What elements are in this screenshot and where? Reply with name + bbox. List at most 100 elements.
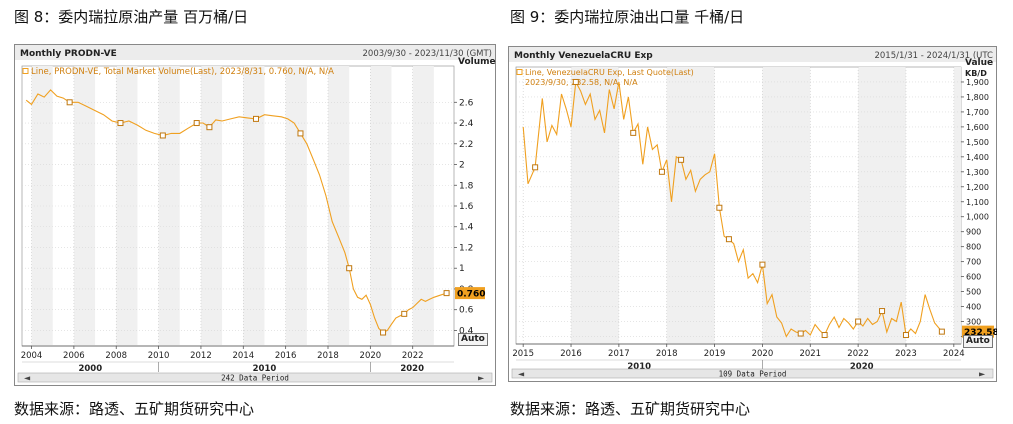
data-point-marker bbox=[380, 329, 387, 336]
data-point-marker bbox=[855, 318, 862, 325]
y-tick-label: 1,700 bbox=[966, 108, 989, 117]
year-band bbox=[412, 66, 434, 346]
chart-panel-production: Monthly PRODN-VE 2003/9/30 - 2023/11/30 (… bbox=[14, 44, 496, 386]
x-decade-label: 2020 bbox=[850, 362, 874, 372]
x-tick-label: 2020 bbox=[752, 349, 774, 359]
y-tick-label: 900 bbox=[966, 228, 981, 237]
y-tick-label: 2.4 bbox=[459, 119, 474, 129]
y-tick-label: 300 bbox=[966, 318, 981, 327]
data-point-marker bbox=[297, 130, 304, 137]
scroll-data-period-label: 242 Data Period bbox=[221, 374, 289, 383]
y-tick-label: 1,800 bbox=[966, 93, 989, 102]
year-band bbox=[953, 67, 961, 344]
x-tick-label: 2017 bbox=[608, 349, 630, 359]
year-band bbox=[666, 67, 715, 344]
auto-scale-button[interactable]: Auto bbox=[963, 335, 993, 348]
figure-8-caption: 图 8：委内瑞拉原油产量 百万桶/日 bbox=[14, 8, 249, 26]
last-value-box bbox=[455, 287, 485, 300]
figure-8-source: 数据来源：路透、五矿期货研究中心 bbox=[14, 400, 255, 418]
auto-scale-button[interactable]: Auto bbox=[458, 333, 488, 346]
y-axis-title: Value bbox=[965, 58, 993, 68]
y-tick-label: 2 bbox=[459, 161, 465, 171]
x-tick-label: 2008 bbox=[105, 351, 127, 361]
data-point-marker bbox=[902, 332, 909, 339]
x-decade-label: 2020 bbox=[400, 364, 424, 374]
figure-9-caption: 图 9：委内瑞拉原油出口量 千桶/日 bbox=[510, 8, 745, 26]
data-point-marker bbox=[938, 328, 945, 335]
x-tick-label: 2021 bbox=[799, 349, 821, 359]
y-tick-label: 1.6 bbox=[459, 202, 474, 212]
data-point-marker bbox=[117, 120, 124, 127]
series-line bbox=[522, 80, 943, 338]
x-tick-label: 2020 bbox=[360, 351, 382, 361]
y-tick-label: 1,300 bbox=[966, 168, 989, 177]
figure-9-source: 数据来源：路透、五矿期货研究中心 bbox=[510, 400, 751, 418]
x-tick-label: 2016 bbox=[275, 351, 297, 361]
scroll-left-arrow: ◄ bbox=[24, 374, 31, 383]
x-tick-label: 2019 bbox=[704, 349, 726, 359]
x-tick-label: 2010 bbox=[148, 351, 170, 361]
y-tick-label: 1,900 bbox=[966, 78, 989, 87]
year-band bbox=[571, 67, 619, 344]
data-point-marker bbox=[159, 132, 166, 139]
last-value-label: 0.760 bbox=[457, 290, 485, 300]
y-tick-label: 1,200 bbox=[966, 183, 989, 192]
x-tick-label: 2022 bbox=[402, 351, 424, 361]
y-tick-label: 2.2 bbox=[459, 140, 473, 150]
x-tick-label: 2014 bbox=[232, 351, 254, 361]
data-point-marker bbox=[821, 332, 828, 339]
x-tick-label: 2016 bbox=[560, 349, 582, 359]
scroll-left-arrow: ◄ bbox=[518, 370, 525, 379]
legend-entry: Line, VenezuelaCRU Exp, Last Quote(Last) bbox=[525, 68, 694, 77]
x-tick-label: 2024 bbox=[943, 349, 965, 359]
x-tick-label: 2015 bbox=[512, 349, 534, 359]
y-tick-label: 400 bbox=[966, 303, 981, 312]
y-tick-label: 1,600 bbox=[966, 123, 989, 132]
y-tick-label: 1,100 bbox=[966, 198, 989, 207]
y-tick-label: 1,000 bbox=[966, 213, 989, 222]
production-chart: Monthly PRODN-VE 2003/9/30 - 2023/11/30 (… bbox=[14, 44, 496, 386]
data-point-marker bbox=[658, 168, 665, 175]
year-band bbox=[116, 66, 138, 346]
y-tick-label: 700 bbox=[966, 258, 981, 267]
data-point-marker bbox=[630, 129, 637, 136]
y-tick-label: 500 bbox=[966, 288, 981, 297]
y-axis-title: Volume bbox=[458, 57, 496, 67]
y-tick-label: 0.4 bbox=[459, 326, 474, 336]
chart-date-range: 2015/1/31 - 2024/1/31 (UTC bbox=[874, 51, 993, 61]
data-point-marker bbox=[572, 78, 579, 85]
data-point-marker bbox=[443, 290, 450, 297]
data-point-marker bbox=[532, 164, 539, 171]
y-axis-unit: KB/D bbox=[965, 69, 987, 78]
legend-marker bbox=[516, 69, 523, 75]
chart-title: Monthly PRODN-VE bbox=[20, 49, 117, 59]
legend-entry: Line, PRODN-VE, Total Market Volume(Last… bbox=[31, 67, 334, 77]
last-value-box bbox=[962, 325, 994, 338]
data-point-marker bbox=[879, 308, 886, 315]
y-tick-label: 1.4 bbox=[459, 223, 474, 233]
data-point-marker bbox=[797, 330, 804, 337]
scroll-right-arrow: ► bbox=[979, 370, 986, 379]
x-decade-label: 2010 bbox=[253, 364, 277, 374]
data-point-marker bbox=[716, 204, 723, 211]
scroll-right-arrow: ► bbox=[478, 374, 485, 383]
data-point-marker bbox=[193, 120, 200, 127]
year-band bbox=[762, 67, 811, 344]
year-band bbox=[328, 66, 350, 346]
data-point-marker bbox=[725, 236, 732, 243]
data-point-marker bbox=[206, 124, 213, 131]
y-tick-label: 1.2 bbox=[459, 243, 473, 253]
x-tick-label: 2023 bbox=[895, 349, 917, 359]
series-line bbox=[25, 89, 447, 334]
data-point-marker bbox=[253, 115, 259, 122]
x-tick-label: 2018 bbox=[317, 351, 339, 361]
x-tick-label: 2012 bbox=[190, 351, 212, 361]
year-band bbox=[31, 66, 53, 346]
data-point-marker bbox=[66, 99, 73, 106]
chart-header-bar bbox=[509, 47, 996, 62]
data-point-marker bbox=[401, 310, 408, 317]
y-tick-label: 600 bbox=[966, 273, 981, 282]
chart-date-range: 2003/9/30 - 2023/11/30 (GMT) bbox=[363, 49, 493, 59]
data-point-marker bbox=[759, 261, 766, 268]
scrollbar-track bbox=[17, 372, 493, 383]
